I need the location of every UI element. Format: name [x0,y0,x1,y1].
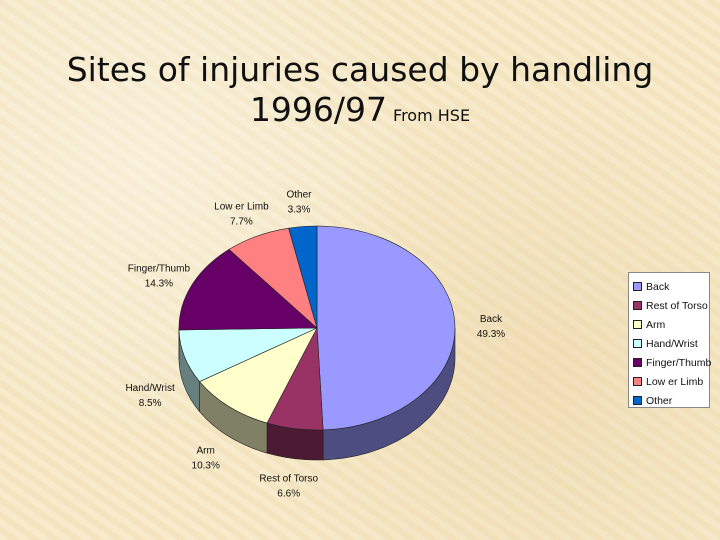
legend-item-back: Back [633,277,709,296]
slice-label-back: Back 49.3% [477,314,505,340]
legend-label: Low er Limb [646,375,704,388]
legend-swatch [633,282,642,291]
legend-swatch [633,320,642,329]
legend-item-rest-of-torso: Rest of Torso [633,296,709,315]
legend-label: Arm [646,318,666,331]
slice-label-finger-thumb: Finger/Thumb 14.3% [128,264,191,290]
slice-label-other: Other 3.3% [286,190,312,216]
title-year: 1996/97 [249,90,388,129]
pie-labels: Back 49.3% Rest of Torso 6.6% Arm 10.3% Hand/W… [125,190,505,500]
legend-item-other: Other [633,391,709,410]
title-line-1: Sites of injuries caused by handling [66,50,654,89]
slide-title: Sites of injuries caused by handling 199… [0,50,720,136]
legend-swatch [633,339,642,348]
slice-back [316,225,456,431]
legend-item-arm: Arm [633,315,709,334]
slice-label-low-er-limb: Low er Limb 7.7% [214,202,269,228]
slice-label-rest-of-torso: Rest of Torso 6.6% [259,473,318,499]
legend-label: Back [646,280,670,293]
pie-slices [178,225,456,431]
legend-label: Rest of Torso [646,299,708,312]
legend-item-hand-wrist: Hand/Wrist [633,334,709,353]
slice-finger-thumb [178,249,318,331]
legend-item-finger-thumb: Finger/Thumb [633,353,712,372]
slice-label-hand-wrist: Hand/Wrist 8.5% [125,383,174,409]
chart-legend: Back Rest of Torso Arm Hand/Wrist Finger/Thu… [628,272,712,410]
source-note: From HSE [393,106,471,125]
pie-3d-sides [178,327,456,461]
legend-label: Finger/Thumb [646,356,712,369]
title-line-2: 1996/97 From HSE [0,90,720,136]
legend-swatch [633,301,642,310]
legend-swatch [633,377,642,386]
slice-other [288,225,318,329]
legend-swatch [633,358,642,367]
legend-label: Other [646,394,673,407]
legend-label: Hand/Wrist [646,337,698,350]
slice-arm [199,327,318,424]
legend-swatch [633,396,642,405]
legend-item-low-er-limb: Low er Limb [633,372,709,391]
slice-label-arm: Arm 10.3% [192,445,220,471]
